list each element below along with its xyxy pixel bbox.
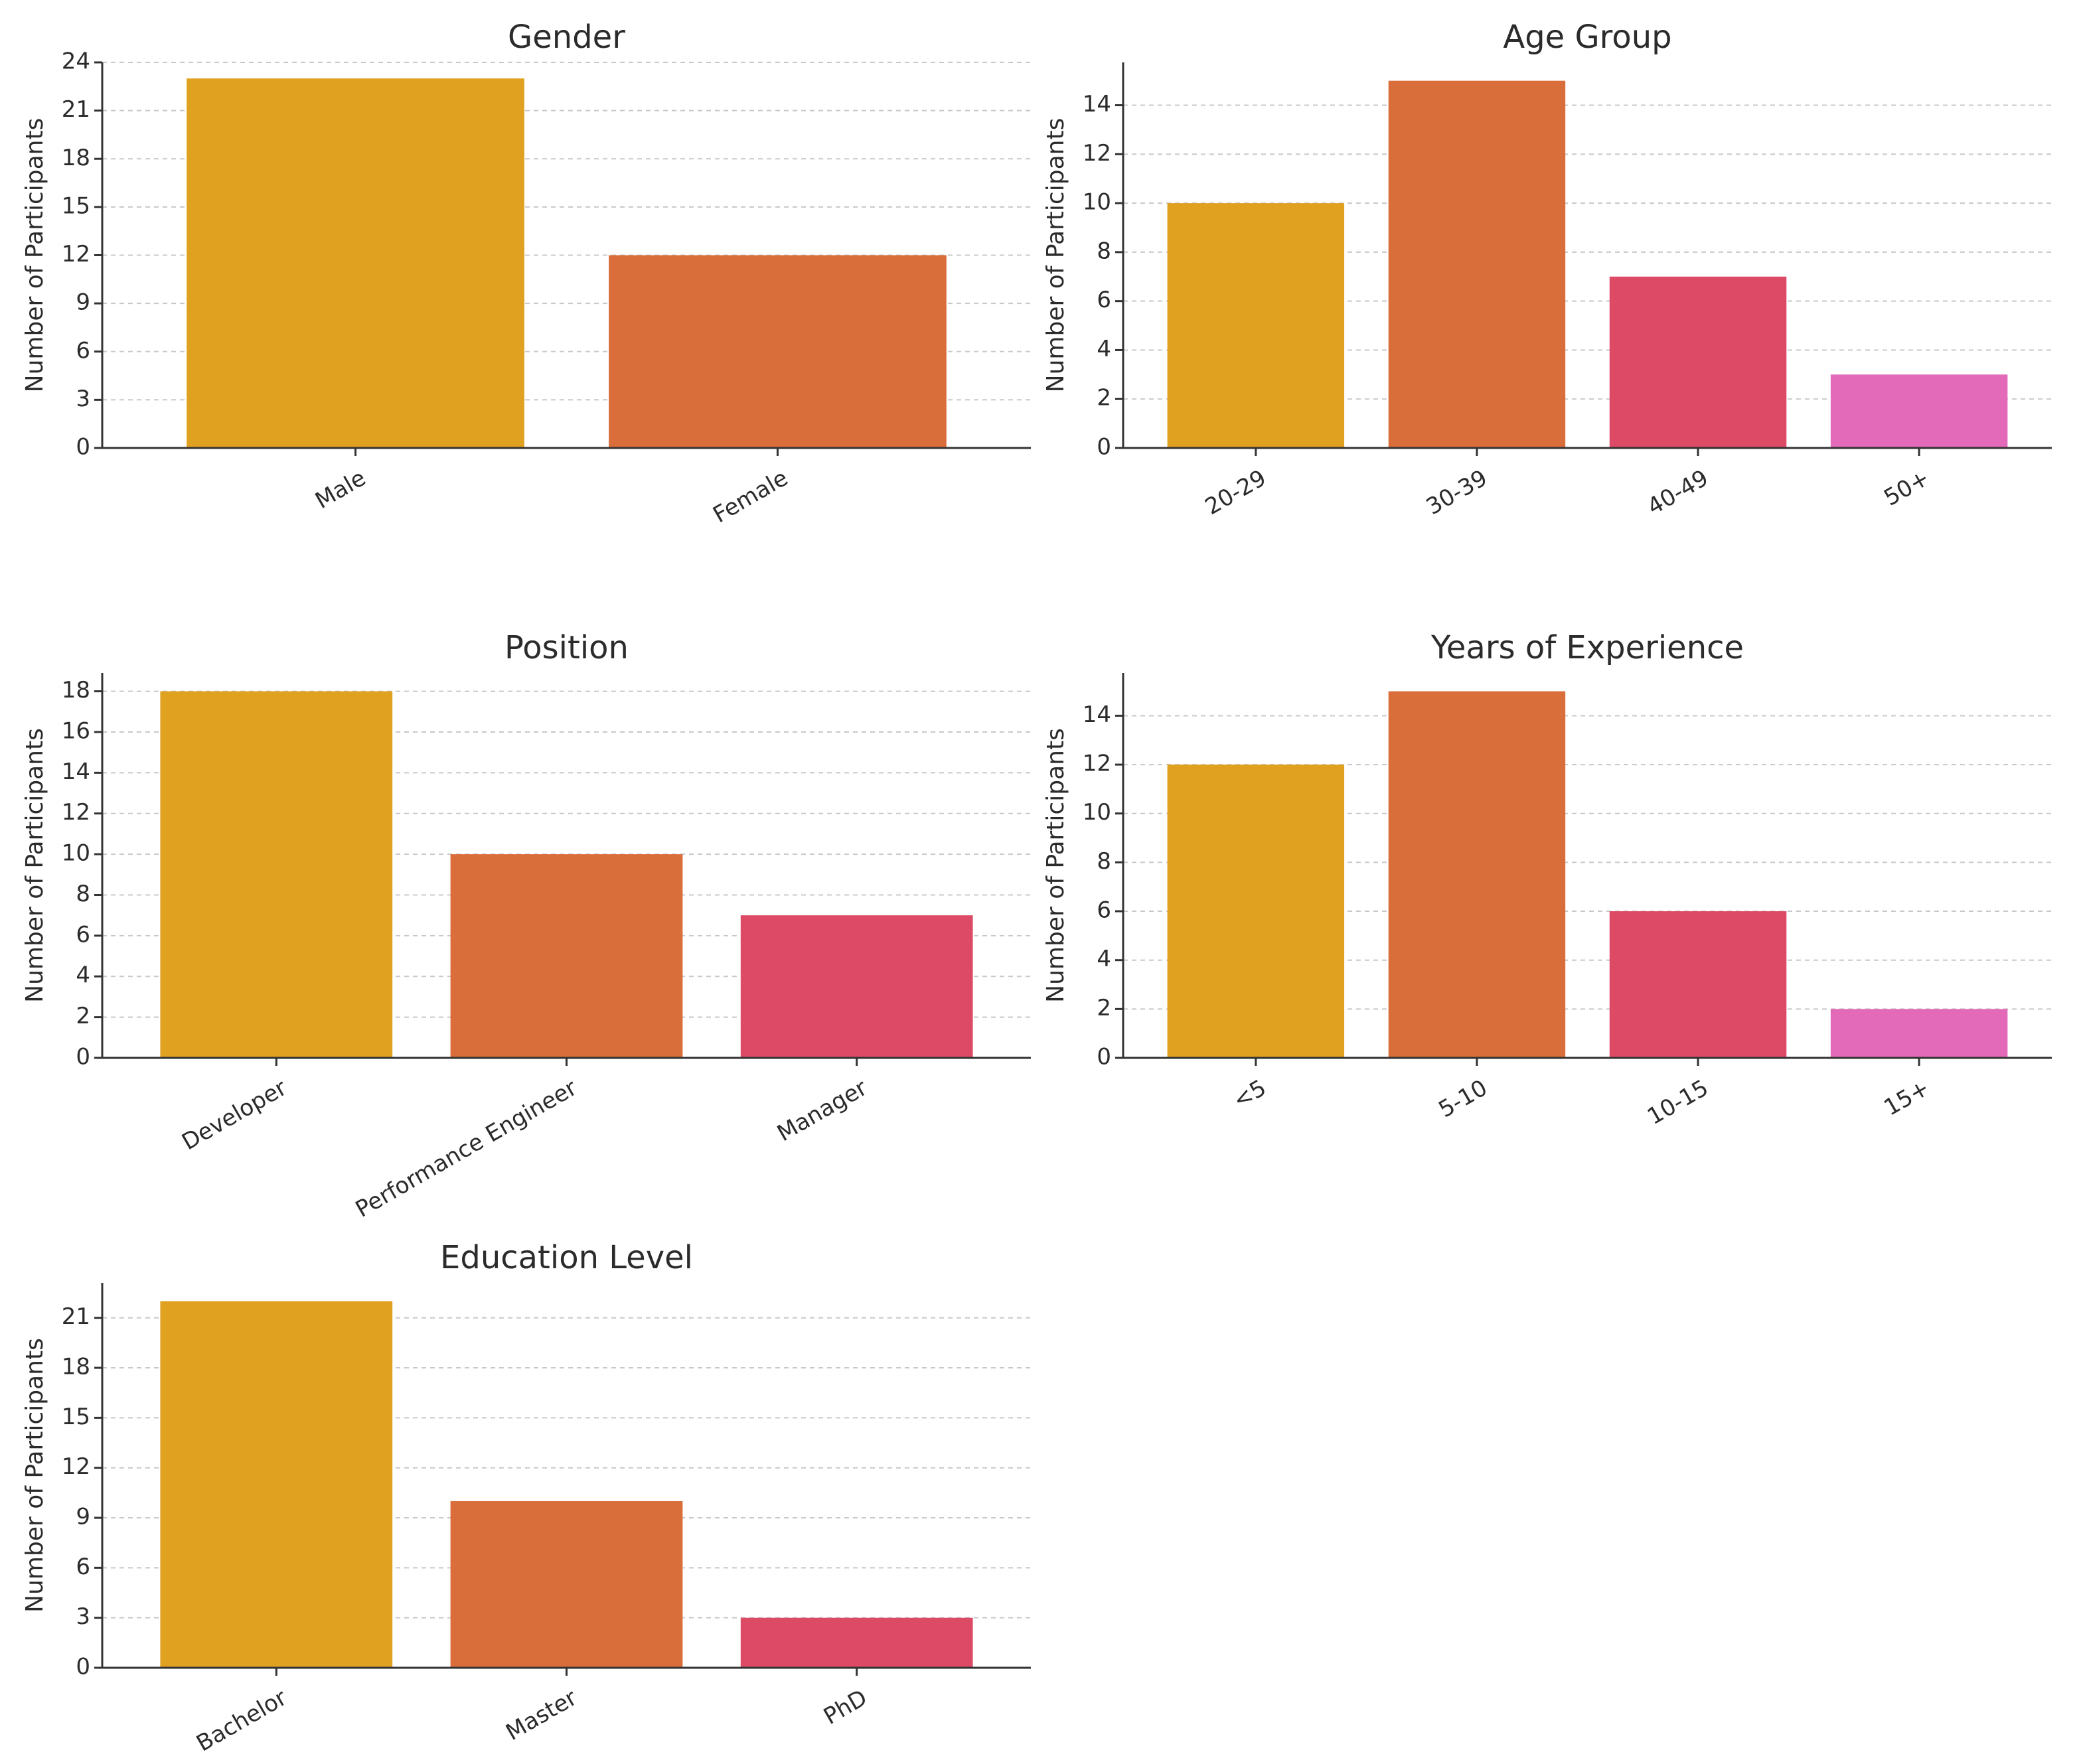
y-tick-label: 9 — [76, 1504, 90, 1530]
bar-manager — [740, 915, 973, 1058]
bar-5-10 — [1388, 691, 1566, 1058]
y-tick-label: 21 — [62, 96, 90, 123]
y-tick-label: 6 — [1097, 897, 1111, 924]
chart-title: Education Level — [440, 1239, 693, 1276]
y-tick-label: 12 — [62, 799, 90, 826]
y-tick-label: 18 — [62, 677, 90, 703]
y-tick-label: 0 — [76, 1654, 90, 1680]
y-tick-label: 6 — [76, 1554, 90, 1580]
y-tick-label: 2 — [76, 1003, 90, 1029]
bar-bachelor — [160, 1301, 393, 1668]
y-tick-label: 4 — [76, 962, 90, 989]
y-tick-label: 2 — [1097, 995, 1111, 1021]
y-tick-label: 0 — [1097, 1044, 1111, 1070]
bar-15plus — [1830, 1009, 2008, 1058]
y-tick-label: 2 — [1097, 385, 1111, 411]
y-tick-label: 3 — [76, 386, 90, 412]
bar-master — [450, 1501, 683, 1668]
y-tick-label: 14 — [1083, 91, 1111, 117]
y-tick-label: 4 — [1097, 336, 1111, 362]
y-axis-label: Number of Participants — [1042, 728, 1069, 1003]
y-tick-label: 12 — [62, 1453, 90, 1480]
y-tick-label: 8 — [1097, 848, 1111, 875]
bar-female — [609, 255, 947, 448]
y-tick-label: 0 — [1097, 434, 1111, 461]
chart-title: Years of Experience — [1430, 629, 1744, 666]
bar-lt5 — [1167, 765, 1345, 1058]
y-tick-label: 12 — [1083, 140, 1111, 167]
y-axis-label: Number of Participants — [21, 728, 48, 1003]
y-tick-label: 0 — [76, 434, 90, 461]
y-tick-label: 15 — [62, 1404, 90, 1430]
bar-50plus — [1830, 374, 2008, 448]
y-axis-label: Number of Participants — [1042, 118, 1069, 393]
y-tick-label: 3 — [76, 1603, 90, 1630]
y-tick-label: 10 — [1083, 189, 1111, 216]
bar-30-39 — [1388, 80, 1566, 448]
chart-title: Gender — [508, 19, 625, 56]
y-tick-label: 21 — [62, 1303, 90, 1330]
y-tick-label: 9 — [76, 289, 90, 316]
y-tick-label: 18 — [62, 145, 90, 171]
y-tick-label: 6 — [76, 921, 90, 948]
y-tick-label: 10 — [62, 840, 90, 867]
y-tick-label: 14 — [1083, 701, 1111, 728]
y-tick-label: 8 — [76, 881, 90, 907]
bar-phd — [740, 1617, 973, 1668]
y-axis-label: Number of Participants — [21, 118, 48, 393]
y-tick-label: 6 — [1097, 287, 1111, 313]
y-tick-label: 0 — [76, 1044, 90, 1070]
y-axis-label: Number of Participants — [21, 1338, 48, 1613]
y-tick-label: 12 — [62, 241, 90, 267]
y-tick-label: 6 — [76, 337, 90, 364]
bar-developer — [160, 691, 393, 1058]
chart-title: Position — [504, 629, 629, 666]
bar-40-49 — [1609, 276, 1787, 448]
chart-title: Age Group — [1503, 19, 1671, 56]
y-tick-label: 4 — [1097, 946, 1111, 972]
y-tick-label: 14 — [62, 759, 90, 785]
y-tick-label: 15 — [62, 192, 90, 219]
y-tick-label: 24 — [62, 48, 90, 75]
bar-20-29 — [1167, 203, 1345, 448]
bar-10-15 — [1609, 911, 1787, 1058]
bar-male — [187, 78, 524, 449]
y-tick-label: 16 — [62, 717, 90, 744]
y-tick-label: 12 — [1083, 751, 1111, 777]
y-tick-label: 18 — [62, 1354, 90, 1380]
y-tick-label: 10 — [1083, 799, 1111, 826]
bar-performance-engineer — [450, 854, 683, 1058]
y-tick-label: 8 — [1097, 238, 1111, 264]
